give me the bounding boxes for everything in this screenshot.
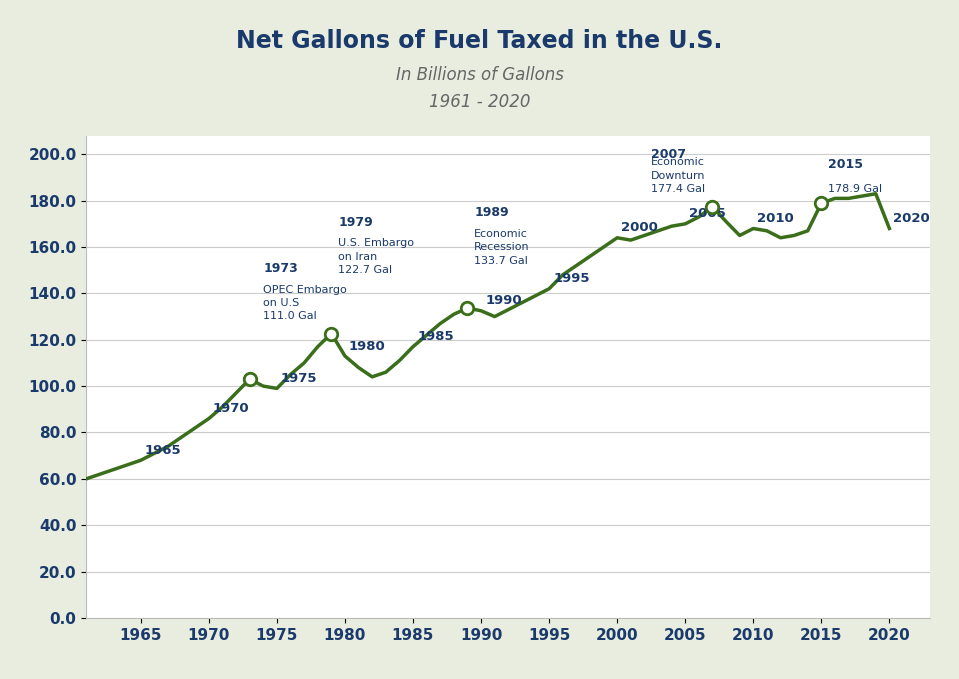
Text: 1970: 1970 <box>213 402 249 415</box>
Text: 2005: 2005 <box>690 207 726 221</box>
Text: 1973: 1973 <box>264 262 298 275</box>
Text: 1965: 1965 <box>145 444 181 457</box>
Text: 1989: 1989 <box>475 206 509 219</box>
Text: 1990: 1990 <box>485 294 522 308</box>
Text: 2020: 2020 <box>894 212 930 225</box>
Text: 1979: 1979 <box>339 215 373 229</box>
Text: Economic
Recession
133.7 Gal: Economic Recession 133.7 Gal <box>475 230 530 265</box>
Text: 1995: 1995 <box>553 272 590 285</box>
Text: 178.9 Gal: 178.9 Gal <box>829 184 882 194</box>
Text: Economic
Downturn
177.4 Gal: Economic Downturn 177.4 Gal <box>651 158 706 194</box>
Text: OPEC Embargo
on U.S
111.0 Gal: OPEC Embargo on U.S 111.0 Gal <box>264 285 347 321</box>
Text: 2000: 2000 <box>621 221 658 234</box>
Text: U.S. Embargo
on Iran
122.7 Gal: U.S. Embargo on Iran 122.7 Gal <box>339 238 414 275</box>
Text: 2015: 2015 <box>829 158 863 170</box>
Text: 1975: 1975 <box>281 372 317 385</box>
Text: 2007: 2007 <box>651 148 687 162</box>
Text: In Billions of Gallons: In Billions of Gallons <box>395 66 564 84</box>
Text: 1985: 1985 <box>417 330 454 344</box>
Text: 1980: 1980 <box>349 340 386 352</box>
Text: 1961 - 2020: 1961 - 2020 <box>429 93 530 111</box>
Text: 2010: 2010 <box>758 212 794 225</box>
Text: Net Gallons of Fuel Taxed in the U.S.: Net Gallons of Fuel Taxed in the U.S. <box>236 29 723 53</box>
